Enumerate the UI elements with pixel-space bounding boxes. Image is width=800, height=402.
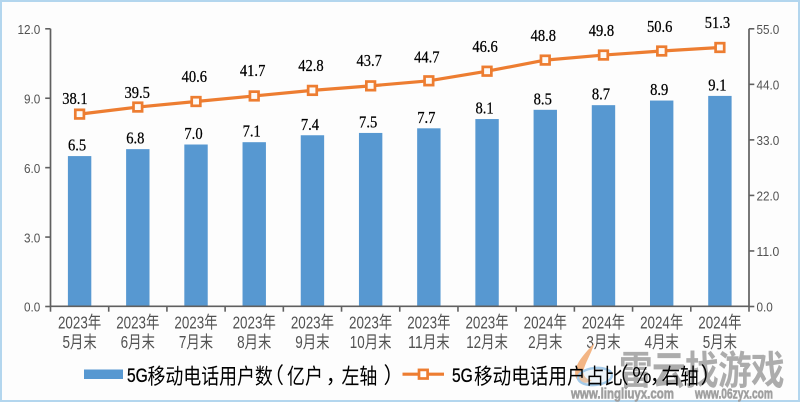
svg-text:2023: 2023 <box>58 312 88 332</box>
svg-text:7.1: 7.1 <box>243 122 261 141</box>
svg-text:12: 12 <box>466 332 481 352</box>
svg-text:7.5: 7.5 <box>359 112 377 131</box>
svg-text:8: 8 <box>237 332 245 352</box>
svg-text:2024: 2024 <box>582 312 612 332</box>
svg-text:www.06zyx.com: www.06zyx.com <box>694 386 773 402</box>
svg-text:2023: 2023 <box>291 312 321 332</box>
svg-text:8.1: 8.1 <box>475 99 493 118</box>
svg-text:5G: 5G <box>127 366 148 387</box>
svg-text:7.7: 7.7 <box>417 108 435 127</box>
svg-text:44.7: 44.7 <box>414 47 439 66</box>
svg-text:9.0: 9.0 <box>24 91 40 106</box>
svg-text:12.0: 12.0 <box>18 22 41 37</box>
svg-text:4: 4 <box>645 332 653 352</box>
svg-text:8.5: 8.5 <box>534 89 552 108</box>
svg-text:11: 11 <box>408 332 423 352</box>
svg-text:7.0: 7.0 <box>184 124 202 143</box>
svg-text:6.0: 6.0 <box>24 161 40 176</box>
svg-text:www.lingliuyx.com: www.lingliuyx.com <box>570 386 674 402</box>
svg-text:2023: 2023 <box>174 312 204 332</box>
svg-text:22.0: 22.0 <box>757 189 780 204</box>
svg-text:46.6: 46.6 <box>472 37 497 56</box>
svg-text:8.7: 8.7 <box>592 85 610 104</box>
svg-text:39.5: 39.5 <box>125 83 150 102</box>
svg-text:2024: 2024 <box>640 312 670 332</box>
svg-text:5: 5 <box>703 332 711 352</box>
svg-text:2024: 2024 <box>698 312 728 332</box>
svg-text:6: 6 <box>121 332 128 352</box>
svg-text:6.5: 6.5 <box>68 136 86 155</box>
svg-text:3: 3 <box>586 332 594 352</box>
svg-text:40.6: 40.6 <box>182 67 207 86</box>
svg-text:5G: 5G <box>452 366 473 387</box>
svg-text:43.7: 43.7 <box>356 51 381 70</box>
svg-text:9: 9 <box>295 332 303 352</box>
svg-text:2: 2 <box>528 332 536 352</box>
svg-text:3.0: 3.0 <box>24 230 40 245</box>
svg-text:9.1: 9.1 <box>708 75 726 94</box>
svg-text:0.0: 0.0 <box>24 300 40 315</box>
svg-text:8.9: 8.9 <box>650 80 668 99</box>
svg-text:38.1: 38.1 <box>62 89 87 108</box>
svg-text:33.0: 33.0 <box>757 133 780 148</box>
svg-text:2023: 2023 <box>465 312 495 332</box>
svg-text:41.7: 41.7 <box>240 61 265 80</box>
svg-text:5: 5 <box>62 332 69 352</box>
svg-text:2023: 2023 <box>349 312 379 332</box>
svg-text:2023: 2023 <box>116 312 146 332</box>
svg-text:0.0: 0.0 <box>757 300 773 315</box>
svg-text:2023: 2023 <box>407 312 437 332</box>
svg-text:44.0: 44.0 <box>757 78 780 93</box>
svg-text:7.4: 7.4 <box>301 115 319 134</box>
svg-text:2024: 2024 <box>524 312 554 332</box>
svg-text:51.3: 51.3 <box>705 13 730 32</box>
svg-text:42.8: 42.8 <box>298 56 323 75</box>
svg-text:48.8: 48.8 <box>531 26 556 45</box>
svg-text:55.0: 55.0 <box>757 22 780 37</box>
svg-text:6.8: 6.8 <box>126 129 144 148</box>
svg-text:2023: 2023 <box>233 312 263 332</box>
svg-text:50.6: 50.6 <box>647 17 672 36</box>
svg-text:11.0: 11.0 <box>757 244 780 259</box>
svg-text:7: 7 <box>179 332 187 352</box>
svg-text:49.8: 49.8 <box>589 21 614 40</box>
svg-text:10: 10 <box>350 332 365 352</box>
